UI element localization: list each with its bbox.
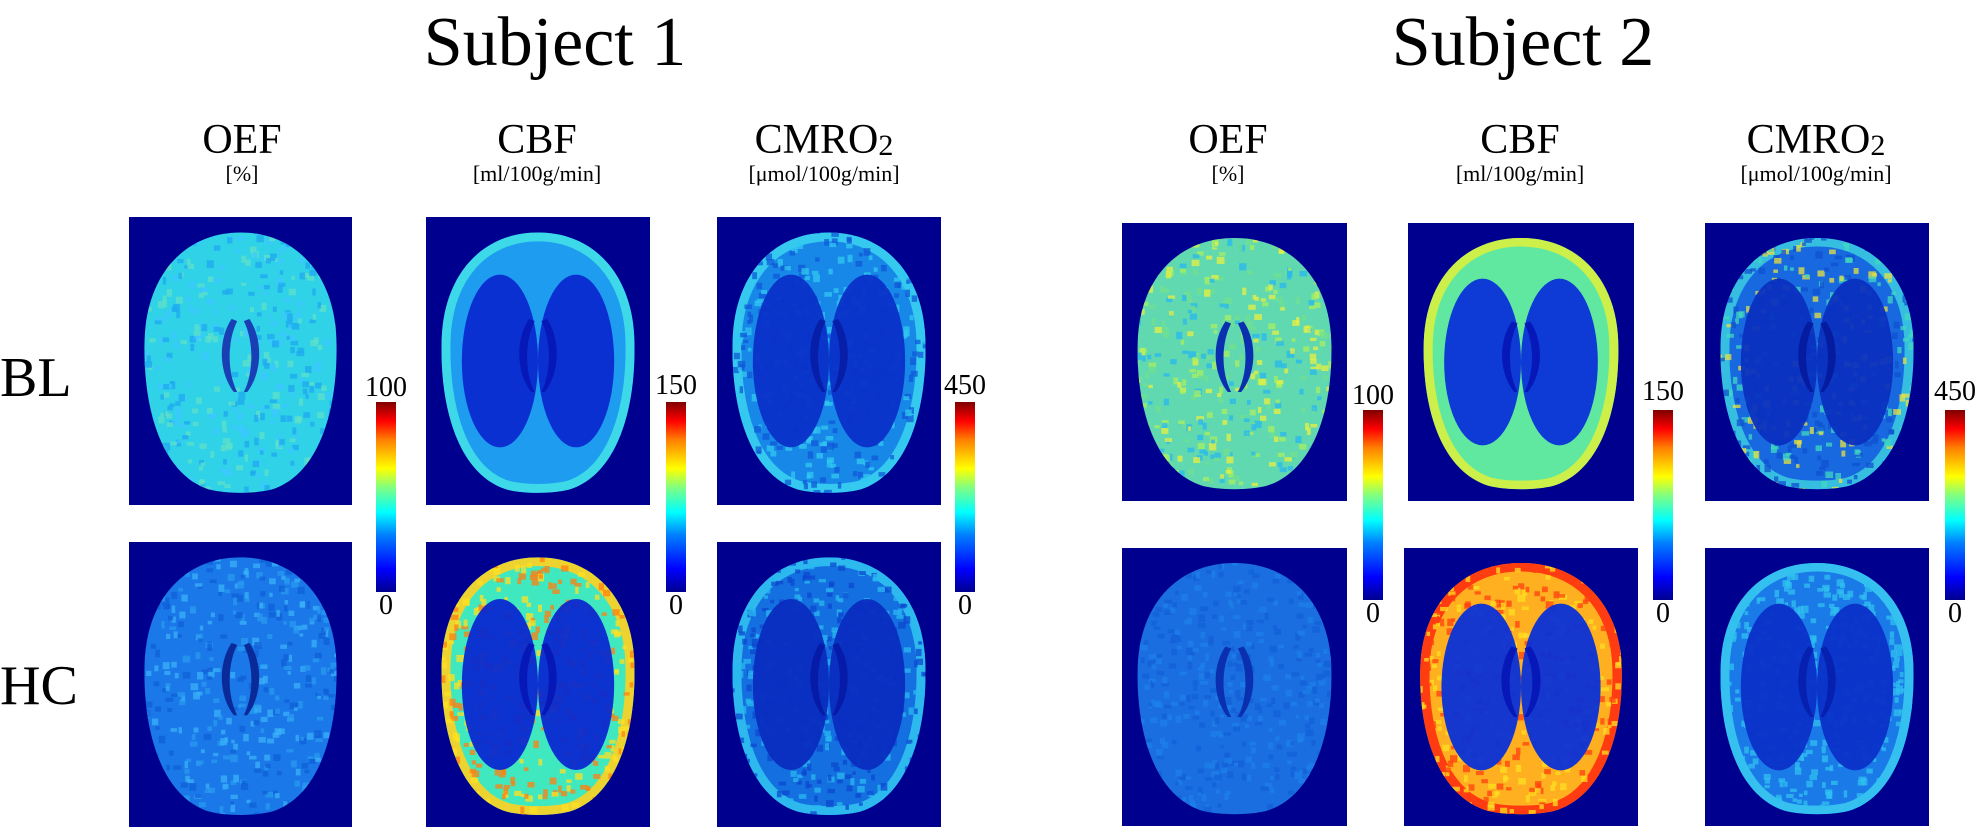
s1-cbf-cbar-max: 150 [655,370,697,401]
column-name: CBF [1480,117,1560,163]
s1-oef-cbar-min: 0 [379,590,393,621]
s1-bl-cbf-map [426,217,650,505]
s1-cbf-colorbar [666,402,686,592]
subject-2-title: Subject 2 [1391,4,1655,81]
s1-bl-oef-map [129,217,352,505]
row-label-bl: BL [0,347,72,409]
s2-cbf-cbar-max: 150 [1642,376,1684,407]
s1-cmro2-cbar-max: 450 [944,370,986,401]
s2-cmro2-colorbar [1945,410,1965,600]
s1-cmro2-cbar-min: 0 [958,590,972,621]
s2-bl-oef-map [1122,223,1347,501]
column-name: CBF [497,117,577,163]
row-label-hc: HC [0,655,78,717]
s1-oef-header: OEF [%] [202,118,281,186]
s2-oef-cbar-min: 0 [1366,598,1380,629]
column-unit: [%] [1211,161,1245,187]
s1-cbf-cbar-min: 0 [669,590,683,621]
s1-hc-cbf-map [426,542,650,827]
s1-oef-cbar-max: 100 [365,372,407,403]
column-unit: [ml/100g/min] [1455,161,1585,187]
s2-cbf-header: CBF [ml/100g/min] [1456,118,1584,186]
s1-cmro2-header: CMRO2 [μmol/100g/min] [748,118,899,186]
s2-oef-cbar-max: 100 [1352,380,1394,411]
s2-cmro2-cbar-min: 0 [1948,598,1962,629]
s1-bl-cmro2-map [717,217,941,505]
s2-bl-cbf-map [1408,223,1634,501]
s2-cmro2-cbar-max: 450 [1934,376,1976,407]
s2-bl-cmro2-map [1705,223,1929,501]
s1-hc-oef-map [129,542,352,827]
column-name-subscript: 2 [878,129,894,162]
column-name: CMRO [1746,117,1871,163]
subject-1-title: Subject 1 [423,4,687,81]
s2-hc-oef-map [1122,548,1347,826]
s2-cmro2-header: CMRO2 [μmol/100g/min] [1740,118,1891,186]
s2-oef-header: OEF [%] [1188,118,1267,186]
column-name: OEF [202,117,282,163]
column-name: OEF [1188,117,1268,163]
column-unit: [μmol/100g/min] [748,161,900,187]
s2-cbf-cbar-min: 0 [1656,598,1670,629]
s2-cbf-colorbar [1653,410,1673,600]
column-name-subscript: 2 [1870,129,1886,162]
column-unit: [μmol/100g/min] [1740,161,1892,187]
column-name: CMRO [754,117,879,163]
column-unit: [ml/100g/min] [472,161,602,187]
s2-hc-cmro2-map [1705,548,1929,826]
s1-cbf-header: CBF [ml/100g/min] [473,118,601,186]
s1-cmro2-colorbar [955,402,975,592]
s2-hc-cbf-map [1404,548,1638,826]
s2-oef-colorbar [1363,410,1383,600]
s1-oef-colorbar [376,402,396,592]
s1-hc-cmro2-map [717,542,941,827]
column-unit: [%] [225,161,259,187]
